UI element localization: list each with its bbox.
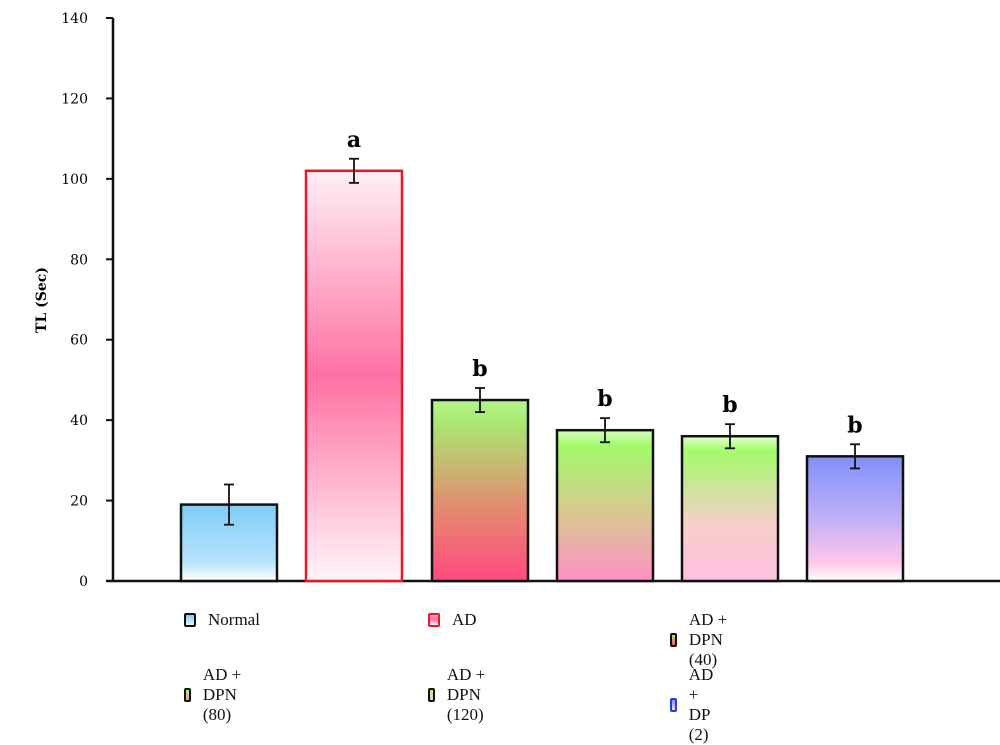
y-tick-label: 60 [70, 333, 88, 349]
y-tick-label: 0 [79, 574, 88, 590]
y-tick-label: 120 [61, 91, 88, 107]
y-axis-label: TL (Sec) [34, 267, 50, 333]
dp2-swatch-icon [670, 698, 677, 712]
legend-item-dpn80: AD + DPN (80) [184, 665, 242, 725]
legend-label: AD + DP (2) [688, 665, 714, 744]
y-tick-label: 140 [61, 11, 88, 27]
bar-chart: 0 20 40 60 80 100 120 140 a b b b b TL (Sec) [34, 11, 1000, 590]
bar-5 [805, 455, 905, 583]
chart-root: 0 20 40 60 80 100 120 140 a b b b b TL (Sec) Normal… [34, 11, 1000, 744]
significance-label: a [347, 127, 361, 153]
legend-item-dpn40: AD + DPN (40) [670, 610, 728, 670]
ad-swatch-icon [428, 613, 440, 627]
bar-4 [680, 434, 780, 583]
y-tick-label: 100 [61, 172, 88, 188]
normal-swatch-icon [184, 613, 196, 627]
bar-3 [555, 428, 655, 583]
significance-label: b [847, 412, 862, 438]
legend-label: AD [452, 610, 477, 629]
bars: a b b b b [179, 127, 905, 583]
legend-item-dp2: AD + DP (2) [670, 665, 719, 745]
bar-1 [304, 169, 404, 583]
y-tick-label: 80 [70, 252, 88, 268]
dpn80-swatch-icon [184, 688, 191, 702]
legend-label: AD + DPN (80) [202, 665, 242, 724]
dpn120-swatch-icon [428, 688, 435, 702]
y-tick-label: 20 [70, 494, 88, 510]
legend-label: AD + DPN (40) [688, 610, 728, 669]
legend-label: Normal [208, 610, 260, 629]
y-tick-label: 40 [70, 413, 88, 429]
significance-label: b [472, 356, 487, 382]
significance-label: b [722, 392, 737, 418]
dpn40-swatch-icon [670, 633, 677, 647]
legend-label: AD + DPN (120) [446, 665, 486, 724]
bar-2 [430, 398, 530, 583]
significance-label: b [597, 386, 612, 412]
legend-item-dpn120: AD + DPN (120) [428, 665, 489, 725]
legend-item-ad: AD [428, 610, 477, 630]
legend-item-normal: Normal [184, 610, 260, 630]
